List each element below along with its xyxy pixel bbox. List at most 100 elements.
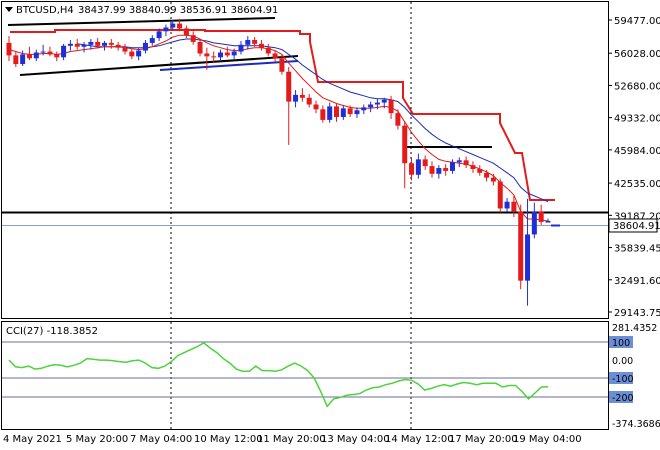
- candlestick: [470, 161, 476, 173]
- candlestick: [449, 159, 455, 174]
- candle-body: [258, 43, 264, 48]
- ma-fast-line: [8, 34, 549, 222]
- candlestick: [156, 28, 162, 41]
- candle-body: [381, 99, 387, 103]
- candle-body: [511, 201, 517, 212]
- candle-body: [81, 44, 87, 47]
- candlestick: [409, 157, 415, 181]
- candlestick: [211, 51, 217, 64]
- price-axis-label: 49332.00: [614, 114, 660, 125]
- price-axis-label: 42535.00: [614, 179, 660, 190]
- candlestick: [518, 204, 524, 290]
- blue-trendline: [159, 60, 299, 71]
- time-axis-label: 19 May 04:00: [513, 434, 582, 445]
- candle-body: [525, 234, 531, 281]
- symbol-label: BTCUSD,H4: [16, 5, 74, 16]
- candlestick: [320, 105, 326, 123]
- candle-body: [170, 23, 176, 28]
- price-axis-label: 39187.20: [614, 211, 660, 222]
- cci-axis: 281.4352 100 0.00 -100 -200 -374.3686: [609, 323, 660, 430]
- candle-body: [538, 211, 544, 222]
- candle-body: [320, 109, 326, 120]
- candlestick: [429, 161, 435, 178]
- cci-axis-tick-label: -100: [612, 374, 634, 385]
- candlestick: [347, 105, 353, 118]
- candlestick: [108, 39, 114, 49]
- current-price-label: 38604.91: [613, 221, 660, 232]
- candlestick: [238, 40, 244, 55]
- candlestick: [20, 50, 26, 66]
- candle-body: [6, 42, 12, 56]
- candlestick: [67, 39, 73, 51]
- price-axis-label: 56028.00: [614, 49, 660, 60]
- ohlc-values: 38437.99 38840.99 38536.91 38604.91: [78, 5, 278, 16]
- candlestick: [149, 35, 155, 46]
- candle-body: [197, 41, 203, 54]
- candle-body: [504, 201, 510, 209]
- candle-body: [67, 43, 73, 46]
- candle-body: [61, 45, 67, 58]
- candlestick: [54, 51, 60, 62]
- candlestick: [81, 41, 87, 53]
- candlestick: [340, 105, 346, 120]
- candle-body: [156, 31, 162, 39]
- candle-body: [95, 41, 101, 46]
- candlestick: [13, 51, 19, 67]
- candlestick: [265, 43, 271, 57]
- candlestick: [525, 198, 531, 306]
- candlestick: [293, 90, 299, 108]
- candlestick: [26, 46, 32, 61]
- candlestick: [252, 37, 258, 47]
- time-axis-label: 14 May 12:00: [385, 434, 454, 445]
- candle-body: [436, 168, 442, 174]
- candlestick: [218, 49, 224, 62]
- price-axis: 59477.00 56028.00 52680.00 49332.00 45984.00…: [608, 16, 660, 319]
- candle-body: [218, 52, 224, 58]
- candlestick: [484, 169, 490, 182]
- price-axis-label: 59477.00: [614, 16, 660, 27]
- cci-axis-top-label: 281.4352: [612, 323, 657, 334]
- candle-body: [286, 71, 292, 102]
- candle-body: [279, 58, 285, 72]
- candle-body: [299, 94, 305, 98]
- ma-slow-line: [77, 38, 549, 203]
- candlestick: [333, 103, 339, 122]
- cci-axis-tick-label: 0.00: [612, 356, 633, 367]
- candlestick: [422, 155, 428, 170]
- candle-body: [463, 160, 469, 166]
- candle-body: [238, 44, 244, 52]
- candlestick: [136, 47, 142, 61]
- candle-body: [252, 39, 258, 44]
- candlestick: [177, 18, 183, 32]
- candle-body: [272, 53, 278, 59]
- candlestick: [115, 41, 121, 51]
- candle-body: [190, 35, 196, 42]
- time-axis-label: 10 May 12:00: [194, 434, 263, 445]
- candle-body: [531, 211, 537, 235]
- candlestick: [436, 165, 442, 179]
- time-axis-label: 11 May 20:00: [257, 434, 326, 445]
- candle-body: [306, 97, 312, 105]
- candlestick: [381, 97, 387, 109]
- candle-body: [136, 50, 142, 57]
- candle-body: [449, 162, 455, 171]
- candle-body: [13, 55, 19, 65]
- candle-body: [149, 38, 155, 43]
- candle-body: [183, 28, 189, 36]
- candle-body: [54, 54, 60, 58]
- candlestick: [74, 39, 80, 50]
- candlestick: [95, 38, 101, 49]
- candlestick: [33, 49, 39, 62]
- candle-body: [374, 102, 380, 105]
- candlestick: [415, 153, 421, 179]
- candlestick: [129, 48, 135, 60]
- candlesticks: [6, 18, 551, 306]
- candlestick: [299, 88, 305, 102]
- current-price-tag: 38604.91: [608, 218, 660, 233]
- time-axis-label: 7 May 04:00: [130, 434, 192, 445]
- candle-body: [115, 44, 121, 48]
- cci-level-lines: [2, 341, 608, 398]
- candlestick: [170, 19, 176, 31]
- triangle-down-icon[interactable]: [5, 7, 13, 12]
